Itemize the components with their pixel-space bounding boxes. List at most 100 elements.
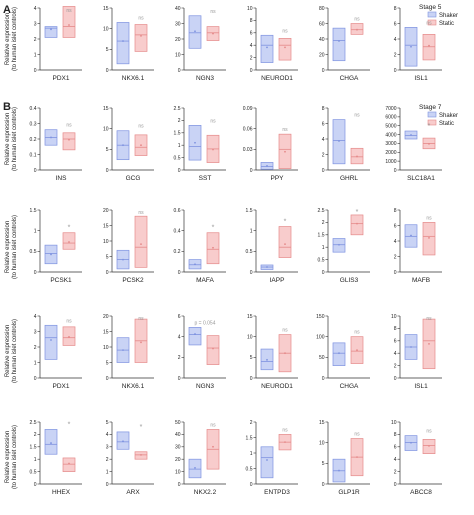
svg-text:Relative expression(to human i: Relative expression(to human islet contr… bbox=[5, 7, 18, 71]
ytick-label-b-entpd3-0: 0 bbox=[250, 482, 253, 488]
significance-label-b-chga: ns bbox=[354, 330, 360, 336]
ytick-label-b-nkx2-2-4: 40 bbox=[175, 432, 181, 438]
significance-label-b-ppy: ns bbox=[282, 127, 288, 133]
ytick-label-b-ins-4: 0.4 bbox=[30, 106, 37, 112]
mean-marker-shaker-b-mafb bbox=[410, 234, 412, 237]
gene-label-b-abcc8: ABCC8 bbox=[410, 489, 432, 496]
mean-marker-shaker-b-isl1 bbox=[410, 346, 412, 348]
ytick-label-b-ppy-2: 0.06 bbox=[243, 126, 253, 132]
mean-marker-static-a-ngn3 bbox=[212, 32, 214, 35]
svg-text:Relative expression(to human i: Relative expression(to human islet contr… bbox=[5, 107, 18, 171]
significance-label-b-mafb: ns bbox=[426, 215, 432, 221]
ytick-label-a-pdx1-1: 1 bbox=[34, 52, 37, 58]
mean-marker-static-b-slc18a1 bbox=[428, 142, 430, 145]
ytick-label-a-isl1-3: 6 bbox=[394, 21, 397, 27]
ytick-label-b-sst-1: 0.5 bbox=[174, 155, 181, 161]
mean-marker-shaker-b-glp1r bbox=[338, 469, 340, 472]
mean-marker-shaker-b-entpd3 bbox=[266, 459, 268, 461]
ytick-label-b-hhex-5: 2.5 bbox=[30, 420, 37, 426]
box-shaker-b-chga bbox=[332, 342, 346, 366]
mean-marker-static-b-glis3 bbox=[356, 222, 358, 225]
ytick-label-b-mafb-4: 8 bbox=[394, 208, 397, 214]
ytick-label-a-pdx1-0: 0 bbox=[34, 68, 37, 74]
ylabel-row-2-line2: (to human islet controls) bbox=[12, 107, 18, 171]
mean-marker-shaker-b-glis3 bbox=[338, 243, 340, 246]
significance-label-a-neurod1: ns bbox=[282, 28, 288, 34]
ytick-label-a-chga-2: 40 bbox=[319, 37, 325, 43]
ytick-label-b-ghrl-4: 8 bbox=[322, 106, 325, 112]
box-shaker-a-neurod1 bbox=[260, 34, 274, 63]
ytick-label-b-sst-0: 0 bbox=[178, 168, 181, 174]
subplot-b-ghrl: 0 2 4 6 8 ns GHRL bbox=[322, 106, 370, 182]
significance-label-a-chga: ns bbox=[354, 17, 360, 23]
ytick-label-b-glis3-3: 1.5 bbox=[318, 233, 325, 239]
box-static-b-ins bbox=[62, 132, 76, 151]
ytick-label-b-iapp-3: 1.5 bbox=[246, 208, 253, 214]
mean-marker-shaker-b-pdx1 bbox=[50, 339, 52, 341]
ytick-label-b-slc18a1-7: 7000 bbox=[385, 106, 396, 112]
mean-marker-static-b-mafa bbox=[212, 246, 214, 249]
mean-marker-static-b-gcg bbox=[140, 144, 142, 147]
significance-label-b-nkx6-1: ns bbox=[138, 316, 144, 322]
subplot-b-nkx6-1: 0 5 10 15 20 ns NKX6.1 bbox=[103, 314, 154, 390]
gene-label-a-nkx6-1: NKX6.1 bbox=[122, 75, 145, 82]
ytick-label-a-nkx6-1-3: 15 bbox=[103, 6, 109, 12]
mean-marker-shaker-a-nkx6-1 bbox=[122, 40, 124, 42]
ytick-label-b-entpd3-1: 0.5 bbox=[246, 466, 253, 472]
mean-marker-static-b-pcsk2 bbox=[140, 243, 142, 246]
ytick-label-a-pdx1-2: 2 bbox=[34, 37, 37, 43]
legend-stage5-static-label: Static bbox=[439, 21, 454, 27]
gene-label-b-glp1r: GLP1R bbox=[338, 489, 360, 496]
box-static-b-glis3 bbox=[350, 214, 364, 236]
ytick-label-b-isl1-3: 6 bbox=[394, 339, 397, 345]
ytick-label-b-nkx2-2-5: 50 bbox=[175, 420, 181, 426]
legend-stage5: Stage 5 Shaker Static bbox=[419, 4, 458, 27]
ytick-label-b-ngn3-3: 6 bbox=[178, 314, 181, 320]
ytick-label-b-iapp-2: 1 bbox=[250, 228, 253, 234]
ylabel-row-2-line1: Relative expression bbox=[5, 113, 11, 165]
ytick-label-b-glp1r-3: 15 bbox=[319, 420, 325, 426]
significance-label-b-iapp: * bbox=[284, 219, 287, 226]
mean-marker-static-b-entpd3 bbox=[284, 441, 286, 444]
mean-marker-static-a-pdx1 bbox=[68, 24, 70, 26]
significance-label-b-pcsk2: ns bbox=[138, 210, 144, 216]
ytick-label-b-entpd3-3: 1.5 bbox=[246, 435, 253, 441]
legend-stage7-static-swatch bbox=[427, 119, 437, 126]
ylabel-row-5-line2: (to human islet controls) bbox=[12, 425, 18, 489]
mean-marker-shaker-b-nkx6-1 bbox=[122, 349, 124, 351]
ytick-label-b-arx-5: 5 bbox=[106, 420, 109, 426]
subplot-b-chga: 0 50 100 150 ns CHGA bbox=[316, 314, 370, 390]
gene-label-b-neurod1: NEUROD1 bbox=[261, 383, 293, 390]
subplot-a-isl1: 0 2 4 6 8 ns ISL1 bbox=[394, 6, 442, 82]
significance-label-b-ngn3: p = 0.054 bbox=[195, 320, 216, 326]
mean-marker-shaker-a-ngn3 bbox=[194, 30, 196, 33]
ytick-label-a-isl1-0: 0 bbox=[394, 68, 397, 74]
mean-marker-static-b-pdx1 bbox=[68, 336, 70, 338]
box-shaker-a-pdx1 bbox=[44, 26, 58, 38]
ytick-label-b-arx-4: 4 bbox=[106, 432, 109, 438]
box-shaker-b-ngn3 bbox=[188, 327, 202, 346]
ytick-label-b-slc18a1-5: 5000 bbox=[385, 124, 396, 130]
ytick-label-b-pcsk1-2: 1 bbox=[34, 228, 37, 234]
significance-label-b-ghrl: ns bbox=[354, 113, 360, 119]
gene-label-b-ppy: PPY bbox=[270, 175, 284, 182]
box-static-b-pcsk2 bbox=[134, 215, 148, 268]
ytick-label-a-nkx6-1-0: 0 bbox=[106, 68, 109, 74]
ytick-label-b-iapp-0: 0 bbox=[250, 270, 253, 276]
mean-marker-static-b-nkx2-2 bbox=[212, 445, 214, 448]
mean-marker-shaker-b-slc18a1 bbox=[410, 134, 412, 136]
subplot-b-pdx1: 0 1 2 3 4 ns PDX1 bbox=[34, 314, 82, 390]
mean-marker-static-b-hhex bbox=[68, 462, 70, 465]
ytick-label-b-nkx2-2-3: 30 bbox=[175, 445, 181, 451]
mean-marker-static-b-ghrl bbox=[356, 155, 358, 158]
box-static-a-nkx6-1 bbox=[134, 24, 148, 52]
gene-label-b-ins: INS bbox=[56, 175, 68, 182]
subplot-b-arx: 0 1 2 3 4 5 * ARX bbox=[106, 420, 154, 496]
gene-label-b-pdx1: PDX1 bbox=[53, 383, 70, 390]
mean-marker-static-a-nkx6-1 bbox=[140, 35, 142, 37]
ylabel-row-3-line1: Relative expression bbox=[5, 221, 11, 273]
mean-marker-shaker-b-arx bbox=[122, 440, 124, 443]
gene-label-b-arx: ARX bbox=[126, 489, 140, 496]
ytick-label-b-ins-1: 0.1 bbox=[30, 152, 37, 158]
mean-marker-static-b-ppy bbox=[284, 150, 286, 153]
